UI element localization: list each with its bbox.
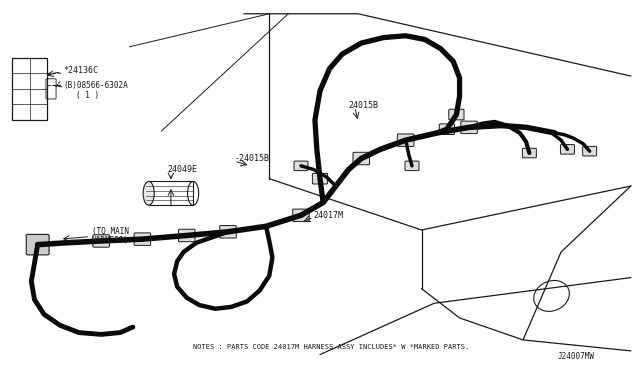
Text: NOTES : PARTS CODE 24017M HARNESS ASSY INCLUDES* W *MARKED PARTS.: NOTES : PARTS CODE 24017M HARNESS ASSY I… — [193, 344, 469, 350]
FancyBboxPatch shape — [179, 229, 195, 242]
FancyBboxPatch shape — [561, 145, 575, 154]
FancyBboxPatch shape — [439, 124, 454, 135]
FancyBboxPatch shape — [294, 161, 308, 171]
Bar — [12, 58, 47, 120]
Text: J24007MW: J24007MW — [558, 352, 595, 361]
FancyBboxPatch shape — [134, 233, 150, 246]
FancyBboxPatch shape — [353, 152, 369, 165]
FancyBboxPatch shape — [522, 148, 536, 158]
Bar — [148, 182, 193, 205]
FancyBboxPatch shape — [220, 225, 236, 238]
FancyBboxPatch shape — [461, 121, 477, 134]
FancyBboxPatch shape — [93, 235, 109, 247]
Text: *24136C: *24136C — [63, 66, 98, 75]
FancyBboxPatch shape — [397, 134, 414, 147]
FancyBboxPatch shape — [292, 209, 309, 222]
Text: 24049E: 24049E — [168, 165, 198, 174]
Text: 24015B: 24015B — [349, 101, 378, 110]
Text: (TO MAIN: (TO MAIN — [92, 227, 129, 236]
Text: -24015B: -24015B — [234, 154, 269, 163]
Text: HARNESS): HARNESS) — [92, 237, 129, 246]
Ellipse shape — [143, 182, 154, 205]
FancyBboxPatch shape — [582, 147, 596, 156]
FancyBboxPatch shape — [312, 173, 328, 184]
FancyBboxPatch shape — [405, 161, 419, 171]
FancyBboxPatch shape — [449, 109, 464, 120]
Text: (B)08566-6302A: (B)08566-6302A — [63, 81, 128, 90]
Text: 24017M: 24017M — [314, 211, 344, 220]
Text: ( 1 ): ( 1 ) — [76, 91, 99, 100]
FancyBboxPatch shape — [26, 234, 49, 255]
